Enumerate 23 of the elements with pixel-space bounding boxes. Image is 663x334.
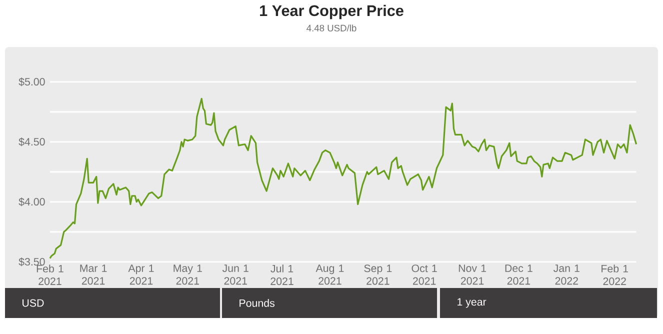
x-tick-label: Apr 1 2021 [128,264,154,285]
chart-subtitle: 4.48 USD/lb [306,24,356,32]
y-tick-label: $3.50 [18,258,45,266]
x-tick-label: Dec 1 2021 [505,264,532,285]
text: Pounds [240,299,275,307]
x-tick-label: Oct 1 2021 [412,264,437,285]
x-tick-label: May 1 2021 [174,264,202,285]
line-series [49,98,638,260]
x-tick-label: Mar 1 2021 [80,264,107,285]
x-tick-label: Jun 1 2021 [222,264,248,285]
y-tick-label: $4.50 [18,138,45,146]
x-tick-label: Nov 1 2021 [458,264,486,285]
x-tick-label: Aug 1 2021 [316,264,344,285]
x-tick-label: Feb 1 2022 [602,264,628,286]
x-tick-label: Sep 1 2021 [364,264,392,285]
chart-title: 1 Year Copper Price [260,4,404,20]
y-tick-label: $4.00 [18,198,45,206]
x-tick-label: Jul 1 2021 [270,264,294,286]
y-tick-label: $5.00 [18,78,45,86]
text: USD [22,299,44,307]
x-tick-label: Jan 1 2022 [553,264,580,285]
text: 1 year [458,298,486,308]
x-tick-label: Feb 1 2021 [36,264,64,286]
